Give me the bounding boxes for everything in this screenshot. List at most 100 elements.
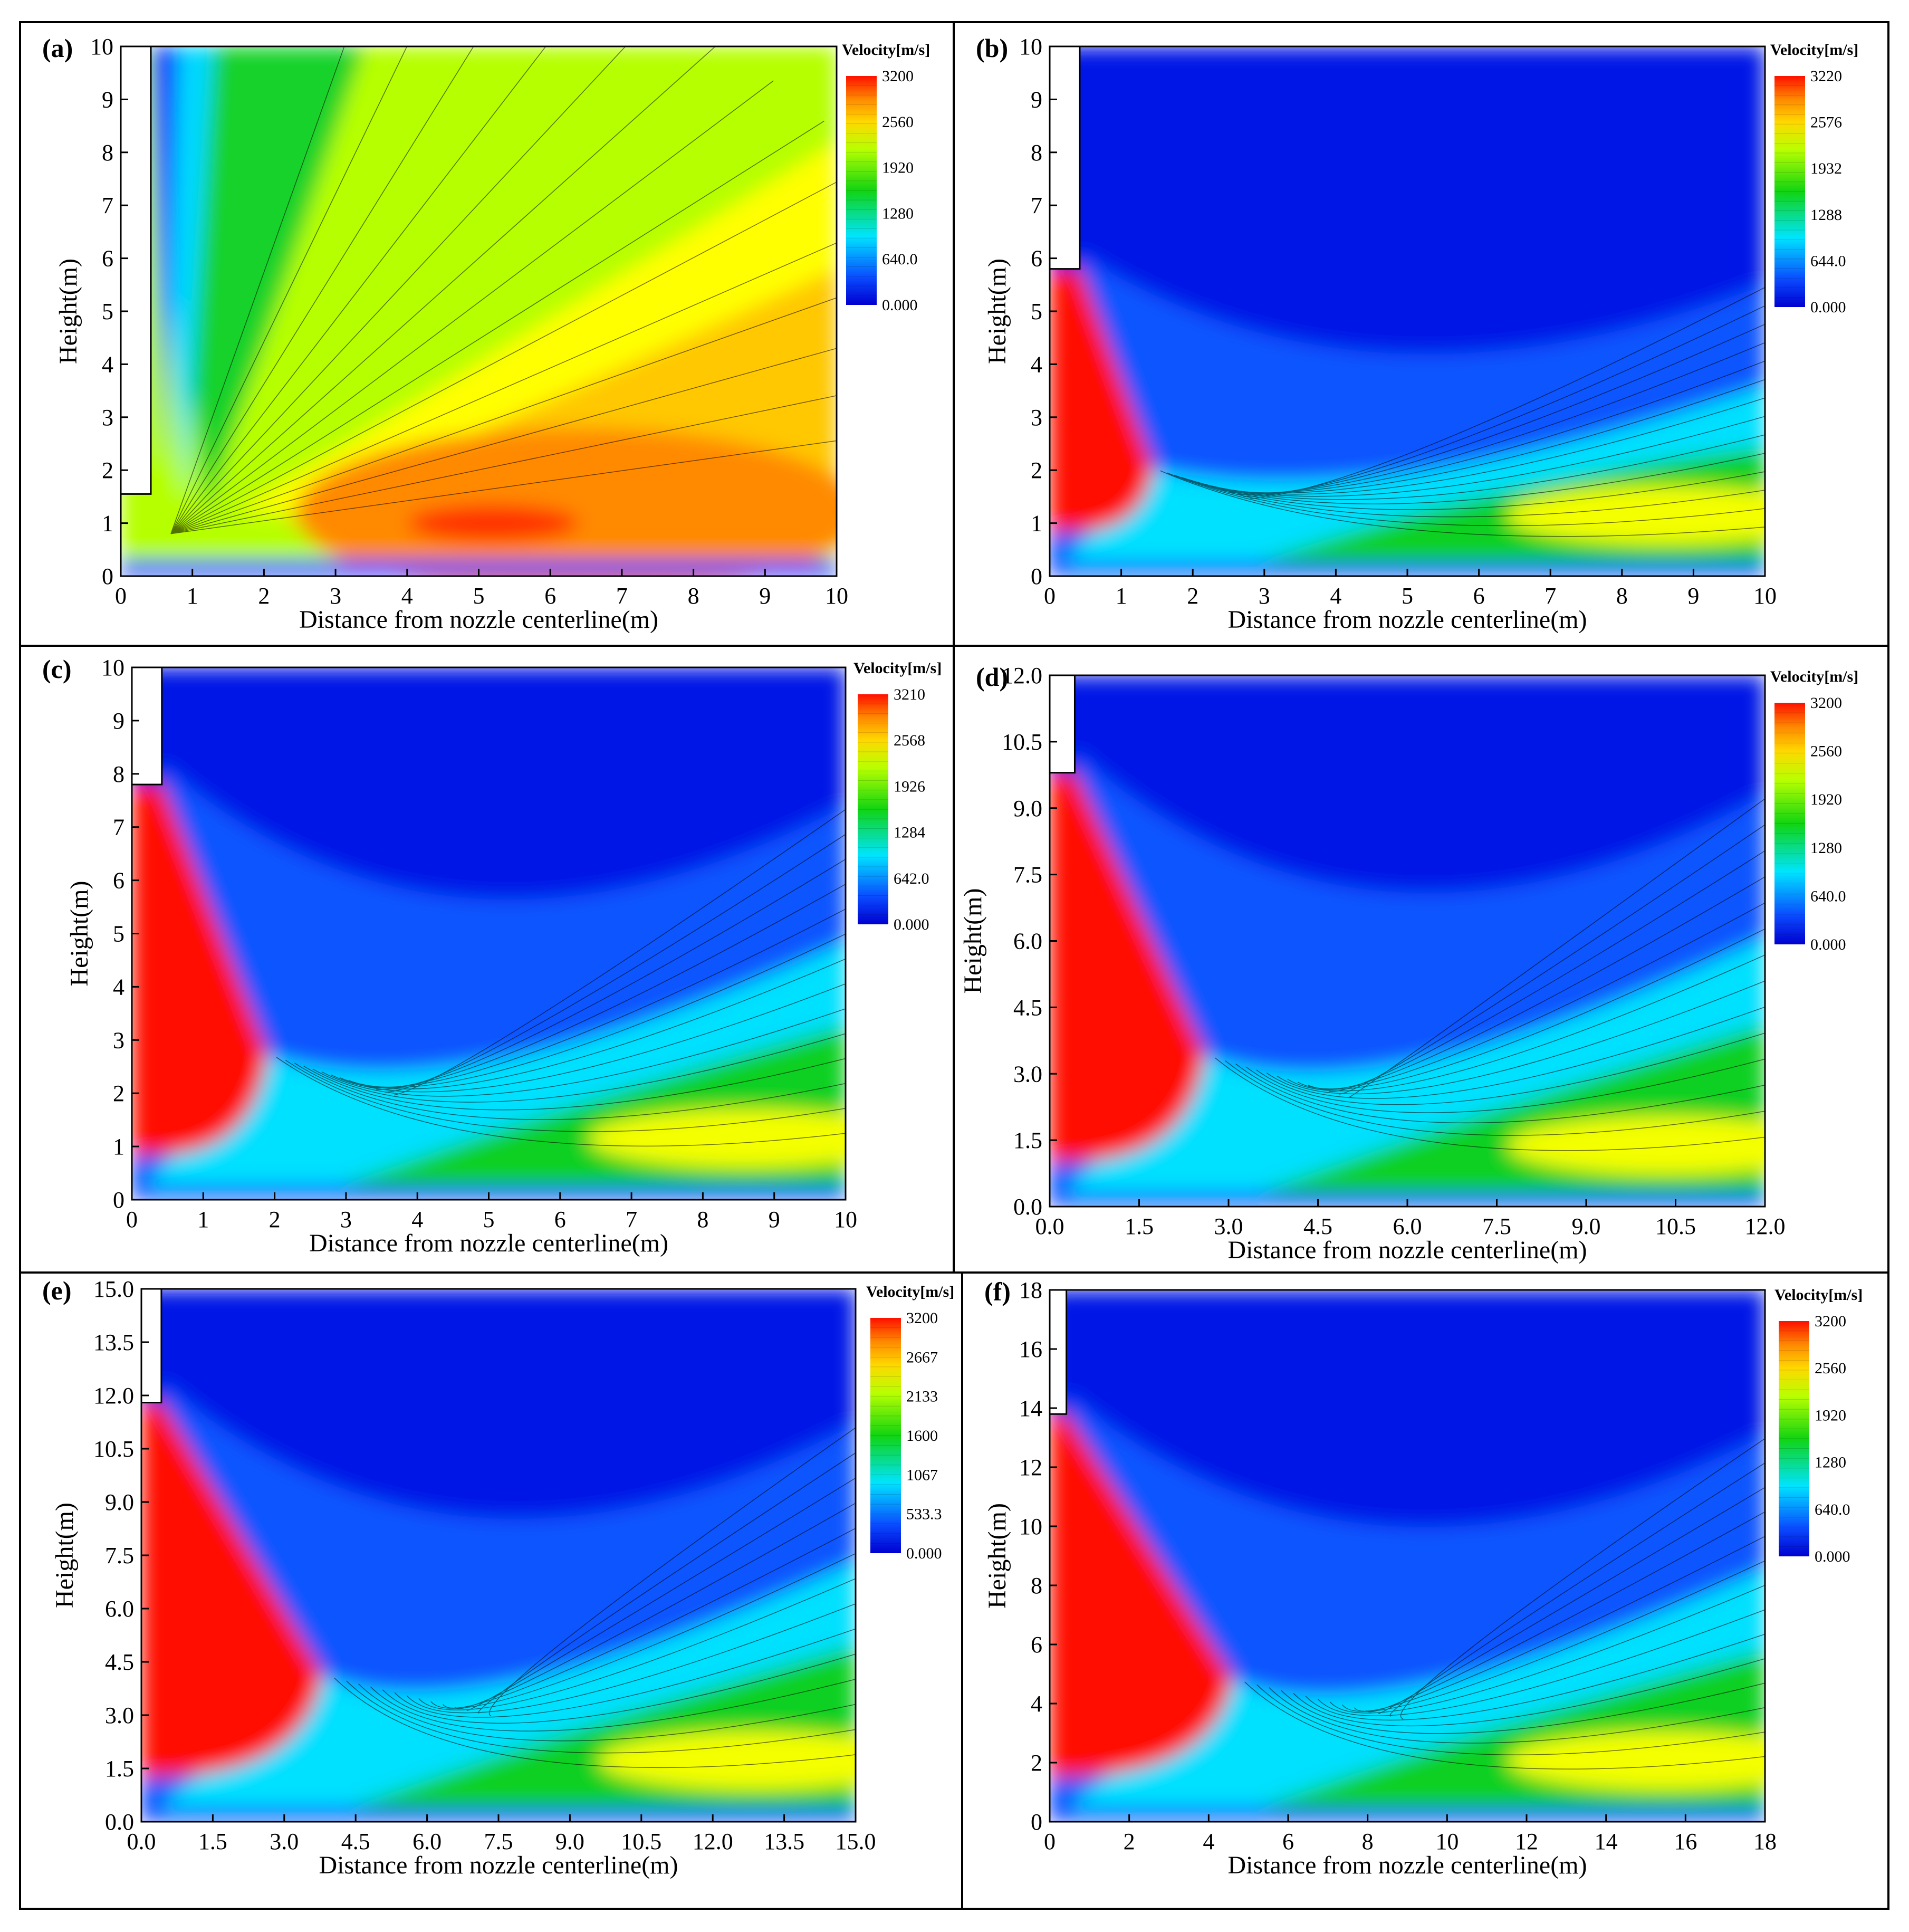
y-tick-label: 10 — [1019, 1514, 1042, 1539]
x-axis-title: Distance from nozzle centerline(m) — [309, 1229, 668, 1257]
colorbar-label: 533.3 — [906, 1506, 942, 1523]
y-tick-label: 10 — [1019, 34, 1042, 60]
plume-core — [132, 784, 268, 1155]
colorbar-label: 3200 — [1815, 1313, 1846, 1330]
contour-line — [382, 1653, 856, 1724]
y-tick-label: 6 — [113, 868, 124, 894]
colorbar-label: 2560 — [882, 113, 914, 131]
y-tick-label: 16 — [1019, 1336, 1042, 1362]
ground-flow-core — [589, 1109, 846, 1168]
panel-label: (c) — [42, 654, 72, 684]
x-tick-label: 7 — [626, 1207, 637, 1232]
velocity-field-fill — [141, 1289, 856, 1822]
contour-lines — [1214, 798, 1765, 1151]
velocity-field — [1050, 1290, 1765, 1822]
nozzle-outline — [1050, 1290, 1068, 1415]
contour-line — [170, 46, 626, 534]
x-tick-label: 10.5 — [1655, 1213, 1696, 1239]
panel-label: (a) — [42, 33, 73, 63]
colorbar-label: 1280 — [1810, 839, 1842, 857]
panel-d: 0.0 1.5 3.0 4.5 6.0 7.5 9.0 10.5 12.0 0.0 1.5 3.0 4.… — [959, 662, 1858, 1264]
x-tick-label: 8 — [1362, 1829, 1374, 1854]
y-tick-label: 18 — [1019, 1277, 1042, 1303]
contour-line — [1266, 1006, 1765, 1099]
y-tick-label: 7 — [113, 815, 124, 840]
contour-line — [170, 181, 837, 534]
contour-line — [170, 80, 774, 534]
colorbar-label: 1067 — [906, 1466, 938, 1484]
x-tick-label: 10.5 — [621, 1829, 661, 1854]
colorbar-label: 2133 — [906, 1388, 938, 1405]
contour-line — [430, 1553, 856, 1709]
colorbar-label: 1920 — [1815, 1407, 1846, 1424]
x-tick-label: 6 — [1473, 583, 1485, 609]
y-tick-label: 5 — [113, 921, 124, 947]
x-tick-label: 10 — [834, 1207, 857, 1232]
colorbar-label: 2560 — [1810, 743, 1842, 760]
velocity-field — [121, 46, 837, 576]
plume-core — [1050, 1414, 1233, 1777]
contour-line — [1214, 1057, 1765, 1151]
x-tick-label: 4 — [401, 583, 413, 609]
colorbar-label: 640.0 — [1810, 887, 1846, 905]
contour-line — [170, 440, 837, 534]
y-tick-label: 2 — [102, 457, 113, 483]
contour-line — [1167, 472, 1765, 527]
x-tick-label: 1.5 — [198, 1829, 227, 1854]
y-tick-label: 10.5 — [1002, 729, 1042, 755]
contour-line — [1293, 1658, 1765, 1727]
y-tick-label: 9 — [102, 87, 113, 112]
velocity-field — [1050, 46, 1765, 576]
colorbar-title: Velocity[m/s] — [866, 1283, 954, 1300]
y-axis-title: Height(m) — [959, 888, 987, 994]
x-tick-label: 3 — [330, 583, 341, 609]
x-tick-label: 9 — [769, 1207, 780, 1232]
x-tick-label: 1 — [187, 583, 198, 609]
x-tick-label: 7.5 — [1482, 1213, 1511, 1239]
y-tick-label: 10 — [90, 34, 113, 60]
x-tick-label: 0.0 — [127, 1829, 156, 1854]
colorbar-label: 3200 — [906, 1309, 938, 1327]
nozzle-body — [141, 1289, 161, 1403]
y-tick-label: 4 — [102, 351, 113, 377]
plume-core — [1050, 269, 1154, 531]
contour-line — [418, 1578, 856, 1710]
contour-line — [303, 1058, 846, 1111]
contour-lines — [170, 46, 837, 534]
panel-label: (b) — [976, 33, 1008, 63]
y-tick-label: 6.0 — [105, 1596, 134, 1622]
x-tick-label: 8 — [688, 583, 699, 609]
colorbar-label: 640.0 — [1815, 1501, 1850, 1518]
colorbar — [858, 694, 888, 924]
colorbar-label: 640.0 — [882, 251, 918, 268]
x-axis-title: Distance from nozzle centerline(m) — [1228, 1236, 1587, 1264]
colorbar-title: Velocity[m/s] — [1770, 668, 1858, 685]
colorbar — [1774, 76, 1805, 307]
x-tick-label: 4.5 — [1303, 1213, 1332, 1239]
panel-label: (f) — [984, 1277, 1011, 1306]
contour-line — [276, 1057, 846, 1147]
y-tick-label: 6 — [1031, 1632, 1042, 1658]
plume-core — [407, 504, 579, 542]
x-tick-label: 6 — [1282, 1829, 1294, 1854]
contour-line — [1317, 1609, 1765, 1717]
velocity-field — [141, 1289, 856, 1822]
y-tick-label: 3 — [113, 1027, 124, 1053]
x-tick-label: 0 — [1044, 1829, 1056, 1854]
x-axis-title: Distance from nozzle centerline(m) — [299, 606, 658, 634]
x-tick-label: 5 — [1402, 583, 1413, 609]
contour-line — [1339, 824, 1765, 1095]
contour-line — [1366, 1512, 1765, 1713]
x-tick-label: 7.5 — [484, 1829, 513, 1854]
colorbar-label: 1920 — [1810, 791, 1842, 808]
colorbar-title: Velocity[m/s] — [1770, 41, 1858, 59]
colorbar-title: Velocity[m/s] — [1774, 1286, 1863, 1304]
contour-line — [394, 1628, 856, 1718]
contour-line — [294, 1063, 846, 1120]
velocity-field-fill — [121, 46, 837, 576]
panel-b: 0 1 2 3 4 5 6 7 8 9 10 0 1 2 3 4 5 6 7 8 9 10 Distance from no… — [976, 33, 1858, 634]
x-tick-label: 2 — [269, 1207, 281, 1232]
y-tick-label: 8 — [1031, 1573, 1042, 1599]
contour-line — [1389, 1462, 1765, 1717]
